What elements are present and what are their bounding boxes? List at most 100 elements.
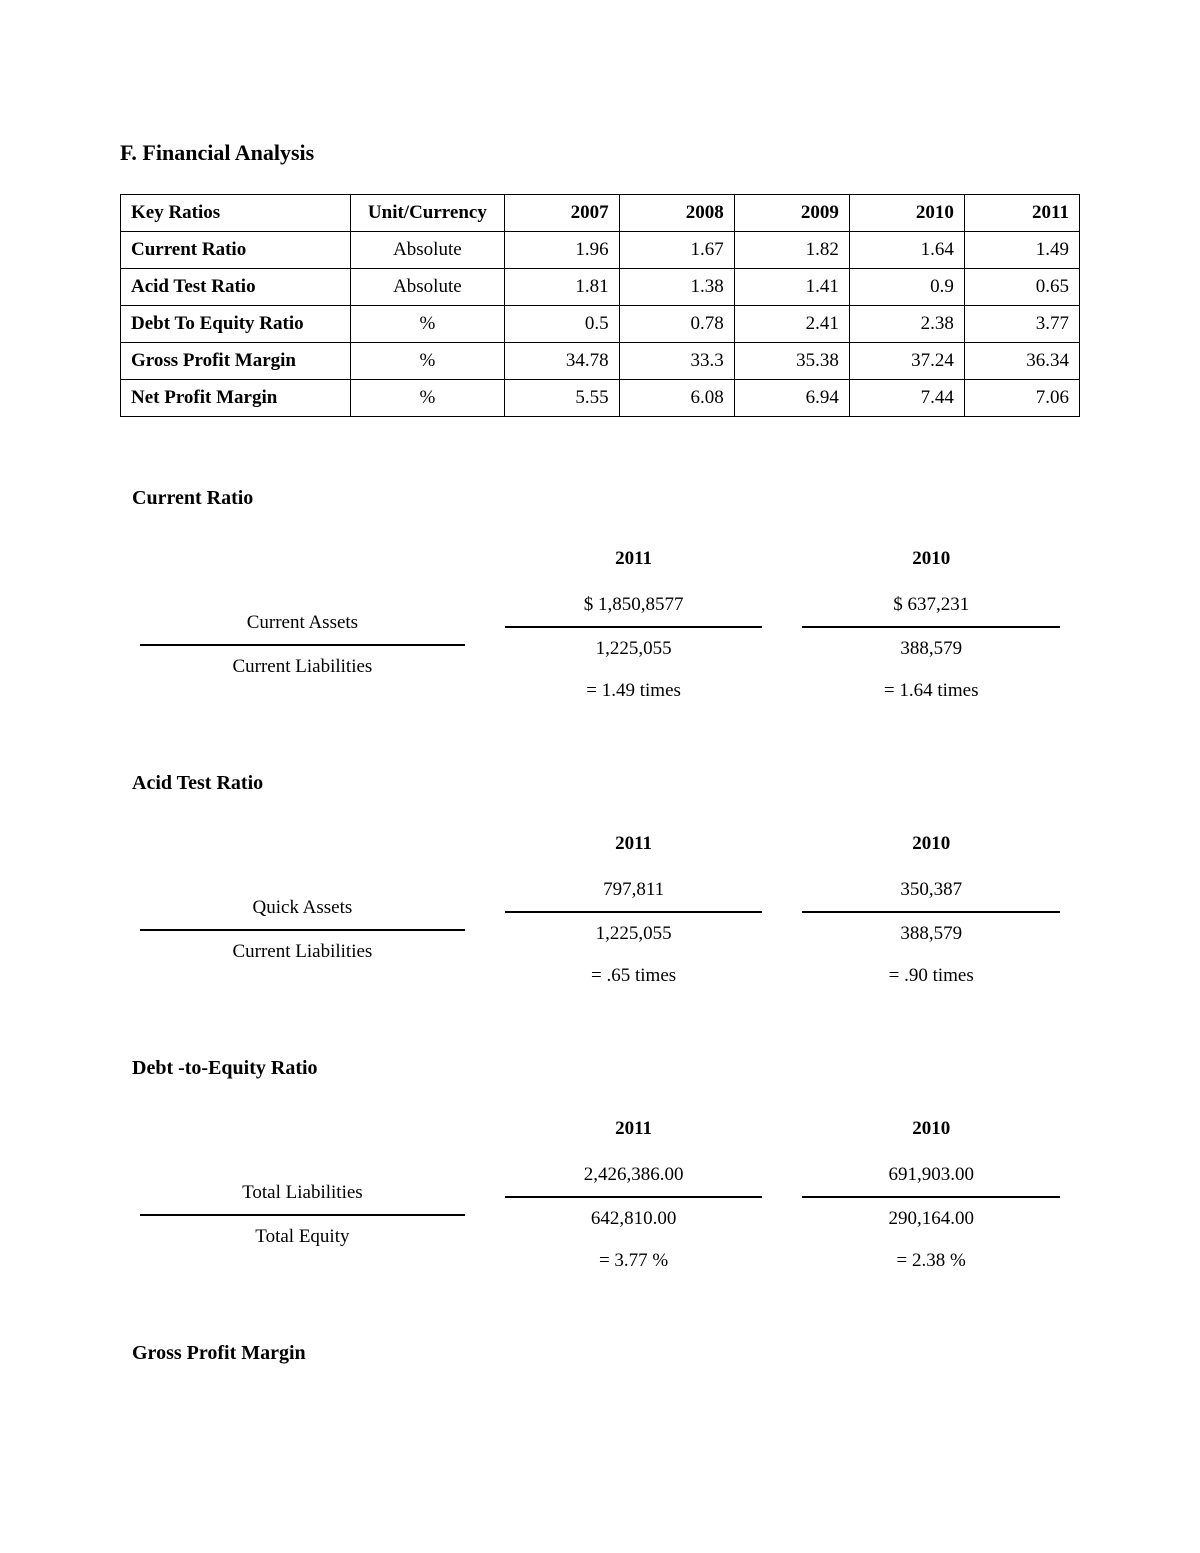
- col-key-ratios: Key Ratios: [121, 195, 351, 232]
- cell: 2.41: [734, 306, 849, 343]
- calc-row: Quick Assets Current Liabilities 797,811…: [120, 869, 1080, 987]
- table-row: Net Profit Margin % 5.55 6.08 6.94 7.44 …: [121, 380, 1080, 417]
- cell: 0.5: [504, 306, 619, 343]
- result-value: = 2.38 %: [782, 1236, 1080, 1272]
- cell: 1.81: [504, 269, 619, 306]
- year-col1: 2011: [485, 1110, 783, 1154]
- year-header-row: 2011 2010: [120, 825, 1080, 869]
- key-ratios-table: Key Ratios Unit/Currency 2007 2008 2009 …: [120, 194, 1080, 417]
- denominator-value: 1,225,055: [485, 913, 783, 951]
- year-col2: 2010: [782, 825, 1080, 869]
- row-label: Acid Test Ratio: [121, 269, 351, 306]
- result-value: = 1.64 times: [782, 666, 1080, 702]
- cell: 6.08: [619, 380, 734, 417]
- frac-label: Quick Assets Current Liabilities: [120, 869, 485, 987]
- denominator-value: 290,164.00: [782, 1198, 1080, 1236]
- cell: 35.38: [734, 343, 849, 380]
- year-header-row: 2011 2010: [120, 540, 1080, 584]
- col-2007: 2007: [504, 195, 619, 232]
- empty-cell: [120, 1110, 485, 1154]
- year-header-row: 2011 2010: [120, 1110, 1080, 1154]
- ratio-calc-table: 2011 2010 Total Liabilities Total Equity…: [120, 1110, 1080, 1272]
- cell: 1.38: [619, 269, 734, 306]
- col-2008: 2008: [619, 195, 734, 232]
- cell: 0.78: [619, 306, 734, 343]
- frac-col1: $ 1,850,8577 1,225,055 = 1.49 times: [485, 584, 783, 702]
- cell: 6.94: [734, 380, 849, 417]
- table-row: Gross Profit Margin % 34.78 33.3 35.38 3…: [121, 343, 1080, 380]
- cell: 3.77: [964, 306, 1079, 343]
- ratio-title: Acid Test Ratio: [132, 772, 1080, 795]
- current-ratio-block: Current Ratio 2011 2010 Current Assets C…: [120, 487, 1080, 702]
- cell: 7.06: [964, 380, 1079, 417]
- numerator-value: 2,426,386.00: [485, 1154, 783, 1196]
- ratio-title: Debt -to-Equity Ratio: [132, 1057, 1080, 1080]
- numerator-value: 350,387: [782, 869, 1080, 911]
- cell: 7.44: [849, 380, 964, 417]
- cell: 36.34: [964, 343, 1079, 380]
- cell: 0.9: [849, 269, 964, 306]
- numerator-value: 691,903.00: [782, 1154, 1080, 1196]
- numerator-value: $ 637,231: [782, 584, 1080, 626]
- row-label: Gross Profit Margin: [121, 343, 351, 380]
- ratio-calc-table: 2011 2010 Quick Assets Current Liabiliti…: [120, 825, 1080, 987]
- col-2009: 2009: [734, 195, 849, 232]
- result-value: = .90 times: [782, 951, 1080, 987]
- col-2010: 2010: [849, 195, 964, 232]
- numerator-value: $ 1,850,8577: [485, 584, 783, 626]
- denominator-label: Current Liabilities: [120, 646, 485, 684]
- frac-col2: $ 637,231 388,579 = 1.64 times: [782, 584, 1080, 702]
- table-body: Current Ratio Absolute 1.96 1.67 1.82 1.…: [121, 232, 1080, 417]
- row-label: Current Ratio: [121, 232, 351, 269]
- frac-col1: 797,811 1,225,055 = .65 times: [485, 869, 783, 987]
- year-col2: 2010: [782, 540, 1080, 584]
- col-2011: 2011: [964, 195, 1079, 232]
- table-row: Current Ratio Absolute 1.96 1.67 1.82 1.…: [121, 232, 1080, 269]
- denominator-value: 388,579: [782, 628, 1080, 666]
- numerator-value: 797,811: [485, 869, 783, 911]
- cell: 34.78: [504, 343, 619, 380]
- table-row: Debt To Equity Ratio % 0.5 0.78 2.41 2.3…: [121, 306, 1080, 343]
- cell: 1.96: [504, 232, 619, 269]
- denominator-label: Current Liabilities: [120, 931, 485, 969]
- acid-test-block: Acid Test Ratio 2011 2010 Quick Assets C…: [120, 772, 1080, 987]
- cell: 1.41: [734, 269, 849, 306]
- frac-label: Total Liabilities Total Equity: [120, 1154, 485, 1272]
- frac-col2: 350,387 388,579 = .90 times: [782, 869, 1080, 987]
- numerator-label: Total Liabilities: [120, 1172, 485, 1214]
- row-unit: %: [351, 380, 504, 417]
- cell: 1.64: [849, 232, 964, 269]
- cell: 1.82: [734, 232, 849, 269]
- frac-label: Current Assets Current Liabilities: [120, 584, 485, 702]
- cell: 0.65: [964, 269, 1079, 306]
- empty-cell: [120, 825, 485, 869]
- calc-row: Current Assets Current Liabilities $ 1,8…: [120, 584, 1080, 702]
- calc-row: Total Liabilities Total Equity 2,426,386…: [120, 1154, 1080, 1272]
- row-unit: Absolute: [351, 269, 504, 306]
- cell: 1.49: [964, 232, 1079, 269]
- denominator-label: Total Equity: [120, 1216, 485, 1254]
- debt-equity-block: Debt -to-Equity Ratio 2011 2010 Total Li…: [120, 1057, 1080, 1272]
- numerator-label: Current Assets: [120, 602, 485, 644]
- table-row: Acid Test Ratio Absolute 1.81 1.38 1.41 …: [121, 269, 1080, 306]
- row-label: Debt To Equity Ratio: [121, 306, 351, 343]
- year-col1: 2011: [485, 540, 783, 584]
- table-header-row: Key Ratios Unit/Currency 2007 2008 2009 …: [121, 195, 1080, 232]
- denominator-value: 642,810.00: [485, 1198, 783, 1236]
- year-col1: 2011: [485, 825, 783, 869]
- row-unit: %: [351, 306, 504, 343]
- cell: 5.55: [504, 380, 619, 417]
- frac-col1: 2,426,386.00 642,810.00 = 3.77 %: [485, 1154, 783, 1272]
- result-value: = 3.77 %: [485, 1236, 783, 1272]
- row-unit: %: [351, 343, 504, 380]
- cell: 37.24: [849, 343, 964, 380]
- ratio-calc-table: 2011 2010 Current Assets Current Liabili…: [120, 540, 1080, 702]
- section-title: F. Financial Analysis: [120, 140, 1080, 166]
- denominator-value: 1,225,055: [485, 628, 783, 666]
- year-col2: 2010: [782, 1110, 1080, 1154]
- ratio-title: Current Ratio: [132, 487, 1080, 510]
- cell: 33.3: [619, 343, 734, 380]
- frac-col2: 691,903.00 290,164.00 = 2.38 %: [782, 1154, 1080, 1272]
- result-value: = .65 times: [485, 951, 783, 987]
- empty-cell: [120, 540, 485, 584]
